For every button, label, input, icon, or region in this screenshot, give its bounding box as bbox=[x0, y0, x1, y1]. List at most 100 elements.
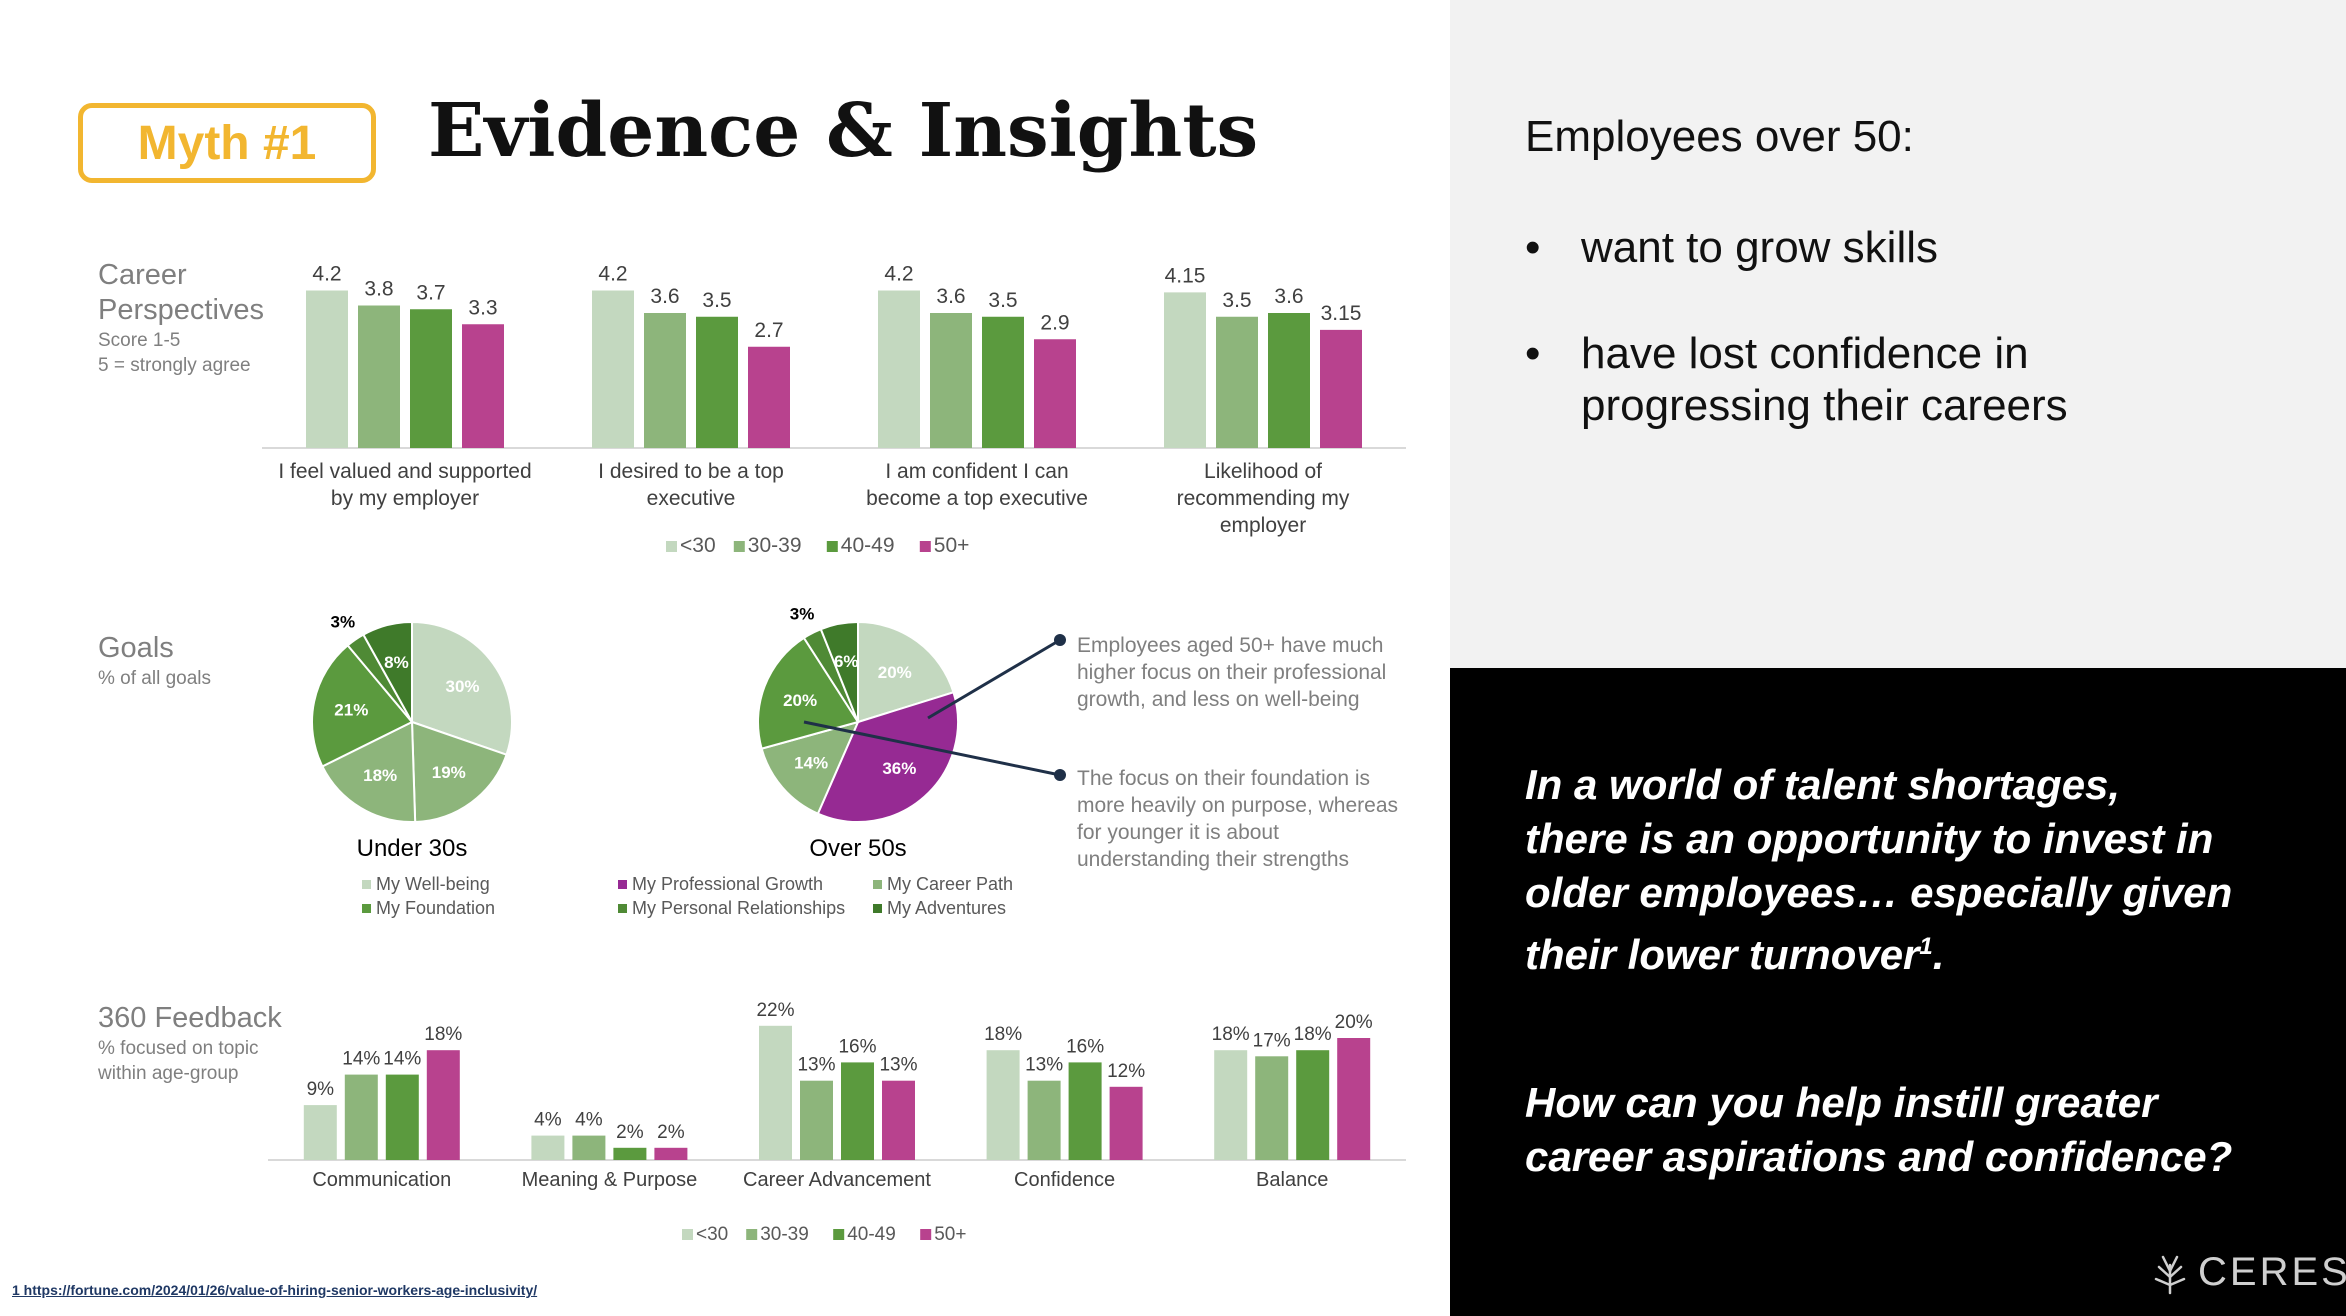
category-label: employer bbox=[1220, 514, 1306, 537]
callout-foundation: The focus on their foundation is more he… bbox=[1077, 767, 1399, 871]
bar-40-49-0 bbox=[385, 1074, 419, 1160]
bar-50-3 bbox=[1320, 329, 1362, 448]
bar-30-39-4 bbox=[1255, 1056, 1289, 1160]
pie-title: Under 30s bbox=[357, 835, 468, 862]
legend-label: <30 bbox=[696, 1224, 728, 1245]
pie-slice-label: 20% bbox=[783, 691, 817, 710]
bar-40-49-3 bbox=[1068, 1062, 1102, 1160]
bar-40-49-2 bbox=[841, 1062, 874, 1160]
pie-slice-my-well-being bbox=[411, 620, 513, 756]
pie-slice-label: 18% bbox=[363, 766, 397, 785]
legend-label: 30-39 bbox=[748, 534, 802, 557]
bullet-2-line2: progressing their careers bbox=[1581, 381, 2068, 430]
data-label: 4% bbox=[534, 1110, 562, 1131]
data-label: 3.3 bbox=[468, 296, 497, 319]
legend-swatch-50 bbox=[920, 1229, 932, 1240]
footnote-link[interactable]: 1 https://fortune.com/2024/01/26/value-o… bbox=[12, 1282, 538, 1298]
feedback-subtitle-line2: within age-group bbox=[98, 1063, 239, 1084]
statement-end: . bbox=[1932, 931, 1945, 978]
data-label: 13% bbox=[1025, 1055, 1063, 1076]
data-label: 12% bbox=[1107, 1061, 1145, 1082]
pie-slice-label: 14% bbox=[794, 754, 828, 773]
bar-40-49-4 bbox=[1296, 1050, 1330, 1160]
legend-swatch-my-foundation bbox=[362, 904, 371, 913]
pie-slice-label: 21% bbox=[334, 700, 368, 719]
bar-30-39-1 bbox=[572, 1135, 606, 1160]
data-label: 4% bbox=[575, 1110, 603, 1131]
career-section-label: Career Perspectives Score 1-5 5 = strong… bbox=[98, 258, 264, 378]
bar-50-0 bbox=[462, 324, 504, 448]
category-label: I feel valued and supported bbox=[278, 460, 531, 483]
category-label: recommending my bbox=[1177, 487, 1350, 510]
legend-label: 30-39 bbox=[760, 1224, 809, 1245]
legend-label: My Adventures bbox=[887, 898, 1006, 918]
data-label: 9% bbox=[307, 1079, 335, 1100]
feedback-title: 360 Feedback bbox=[98, 1002, 282, 1034]
pie-chart-under-30s: 30% 19% 18% 21% 3% 8% Under 30s My Well-being My… bbox=[311, 613, 513, 918]
bar-30-1 bbox=[592, 290, 634, 448]
feedback-subtitle-line1: % focused on topic bbox=[98, 1038, 259, 1059]
legend-label: My Career Path bbox=[887, 874, 1013, 894]
bar-40-49-3 bbox=[1268, 313, 1310, 448]
statement-line-2: there is an opportunity to invest in bbox=[1525, 815, 2214, 862]
summary-heading: Employees over 50: bbox=[1525, 112, 1914, 161]
category-label: Communication bbox=[312, 1169, 451, 1191]
pie-slice-my-career-path bbox=[410, 720, 508, 823]
feedback-section-label: 360 Feedback % focused on topic within a… bbox=[98, 1001, 282, 1086]
data-label: 4.15 bbox=[1165, 264, 1206, 287]
data-label: 18% bbox=[1294, 1024, 1332, 1045]
bar-30-3 bbox=[986, 1050, 1020, 1160]
data-label: 22% bbox=[756, 1000, 794, 1021]
data-label: 3.6 bbox=[650, 285, 679, 308]
logo-text: CERESA bbox=[2198, 1250, 2346, 1294]
bar-50-2 bbox=[882, 1080, 915, 1160]
pie-slice-my-well-being bbox=[857, 620, 955, 724]
tree-icon bbox=[2154, 1255, 2186, 1294]
right-message-panel bbox=[1450, 668, 2346, 1316]
category-label: Career Advancement bbox=[743, 1169, 931, 1191]
bar-30-39-3 bbox=[1027, 1080, 1061, 1160]
legend-swatch-my-personal-relationships bbox=[618, 904, 627, 913]
category-label: Confidence bbox=[1014, 1169, 1115, 1191]
bar-30-39-0 bbox=[344, 1074, 378, 1160]
footnote-ref: 1 bbox=[1919, 933, 1933, 960]
legend-label: My Professional Growth bbox=[632, 874, 823, 894]
pie-slice-my-foundation bbox=[311, 643, 414, 768]
pie-title: Over 50s bbox=[809, 835, 906, 862]
pie-slice-label: 6% bbox=[834, 652, 859, 671]
pie-slice-my-professional-growth bbox=[321, 720, 417, 823]
category-label: Meaning & Purpose bbox=[522, 1169, 698, 1191]
pie-slice-label: 3% bbox=[331, 613, 356, 632]
data-label: 4.2 bbox=[312, 263, 341, 286]
callout-line-2 bbox=[803, 720, 1061, 777]
right-summary-panel bbox=[1450, 0, 2346, 668]
data-label: 14% bbox=[342, 1049, 380, 1070]
page-title: Evidence & Insights bbox=[428, 88, 1259, 174]
callout-dot-2 bbox=[1054, 769, 1066, 781]
legend-swatch-30 bbox=[666, 541, 677, 552]
ceresa-logo: CERESA bbox=[2150, 1250, 2346, 1295]
bar-30-39-2 bbox=[930, 313, 972, 448]
question-line-2: career aspirations and confidence? bbox=[1525, 1133, 2233, 1180]
statement-line-3: older employees… especially given bbox=[1525, 869, 2233, 916]
data-label: 18% bbox=[984, 1024, 1022, 1045]
pie-slice-label: 8% bbox=[384, 653, 409, 672]
data-label: 2.9 bbox=[1040, 311, 1069, 334]
legend-label: My Foundation bbox=[376, 898, 495, 918]
bar-30-3 bbox=[1164, 292, 1206, 448]
bar-50-4 bbox=[1337, 1038, 1371, 1160]
bar-40-49-1 bbox=[696, 316, 738, 448]
bullet-marker: • bbox=[1525, 223, 1541, 272]
bar-50-2 bbox=[1034, 339, 1076, 448]
data-label: 3.6 bbox=[936, 285, 965, 308]
callout-professional-growth: Employees aged 50+ have much higher focu… bbox=[1077, 634, 1387, 711]
bar-30-0 bbox=[306, 290, 348, 448]
bar-50-3 bbox=[1109, 1086, 1143, 1160]
data-label: 3.6 bbox=[1274, 285, 1303, 308]
question-line-1: How can you help instill greater bbox=[1525, 1079, 2158, 1126]
category-label: I desired to be a top bbox=[598, 460, 784, 483]
legend-swatch-my-adventures bbox=[873, 904, 882, 913]
data-label: 2% bbox=[657, 1122, 685, 1143]
bar-30-39-0 bbox=[358, 305, 400, 448]
data-label: 2% bbox=[616, 1122, 644, 1143]
